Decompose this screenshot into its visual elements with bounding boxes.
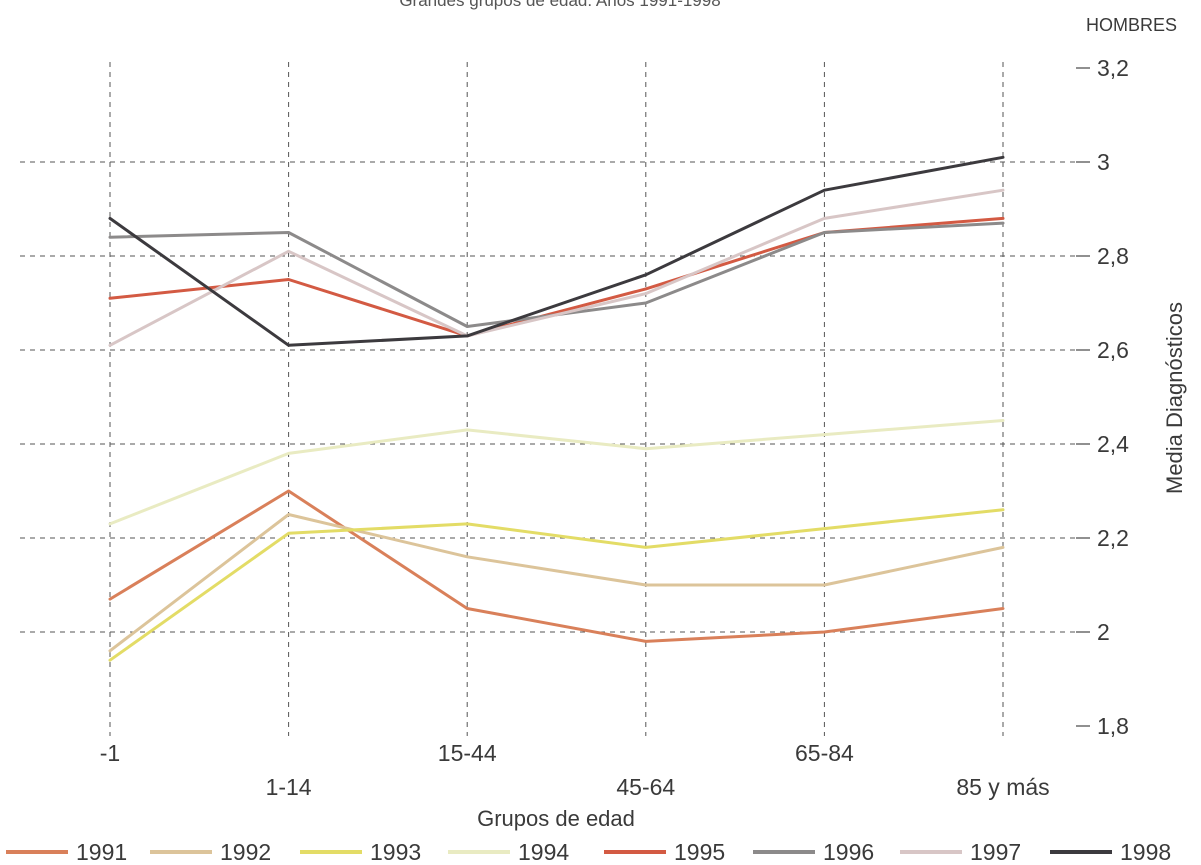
legend-item-1993: 1993 (300, 839, 421, 865)
x-tick-label: 15-44 (438, 740, 497, 766)
series-line-1997 (108, 188, 1005, 347)
y-axis-ticks: 1,8 2 2,2 2,4 2,6 2,8 3 3,2 (1076, 55, 1129, 739)
x-axis-ticks: -1 1-14 15-44 45-64 65-84 85 y más (100, 740, 1050, 800)
corner-label-hombres: HOMBRES (1086, 15, 1177, 35)
legend-item-1992: 1992 (150, 839, 271, 865)
series-lines (108, 155, 1005, 662)
y-tick-label: 2,4 (1097, 431, 1129, 457)
legend-item-1996: 1996 (753, 839, 874, 865)
legend-label: 1993 (370, 839, 421, 865)
y-tick-label: 1,8 (1097, 713, 1129, 739)
x-tick-label: 1-14 (266, 774, 312, 800)
y-tick-label: 2,6 (1097, 337, 1129, 363)
legend-label: 1998 (1120, 839, 1171, 865)
series-line-1994 (108, 419, 1005, 526)
series-line-1993 (108, 508, 1005, 662)
legend-label: 1997 (970, 839, 1021, 865)
legend-label: 1991 (76, 839, 127, 865)
series-line-1995 (108, 216, 1005, 338)
legend-item-1994: 1994 (448, 839, 569, 865)
x-tick-label: 45-64 (616, 774, 675, 800)
y-axis-label: Media Diagnósticos (1162, 302, 1187, 494)
y-tick-label: 2,2 (1097, 525, 1129, 551)
series-line-1991 (108, 489, 1005, 643)
legend-item-1995: 1995 (604, 839, 725, 865)
x-axis-label: Grupos de edad (477, 806, 635, 831)
series-line-1998 (108, 155, 1005, 347)
x-tick-label: 85 y más (956, 774, 1049, 800)
y-tick-label: 3 (1097, 149, 1110, 175)
legend-label: 1996 (823, 839, 874, 865)
legend-label: 1994 (518, 839, 569, 865)
legend-item-1991: 1991 (6, 839, 127, 865)
y-tick-label: 3,2 (1097, 55, 1129, 81)
chart-title: Grandes grupos de edad. Años 1991-1998 (399, 0, 720, 10)
x-tick-label: -1 (100, 740, 120, 766)
grid (20, 62, 1075, 736)
legend-label: 1995 (674, 839, 725, 865)
legend-label: 1992 (220, 839, 271, 865)
legend: 1991 1992 1993 1994 1995 1996 1997 1998 (6, 839, 1171, 865)
legend-item-1998: 1998 (1050, 839, 1171, 865)
x-tick-label: 65-84 (795, 740, 854, 766)
y-tick-label: 2 (1097, 619, 1110, 645)
legend-item-1997: 1997 (900, 839, 1021, 865)
y-tick-label: 2,8 (1097, 243, 1129, 269)
series-line-1992 (108, 513, 1005, 653)
